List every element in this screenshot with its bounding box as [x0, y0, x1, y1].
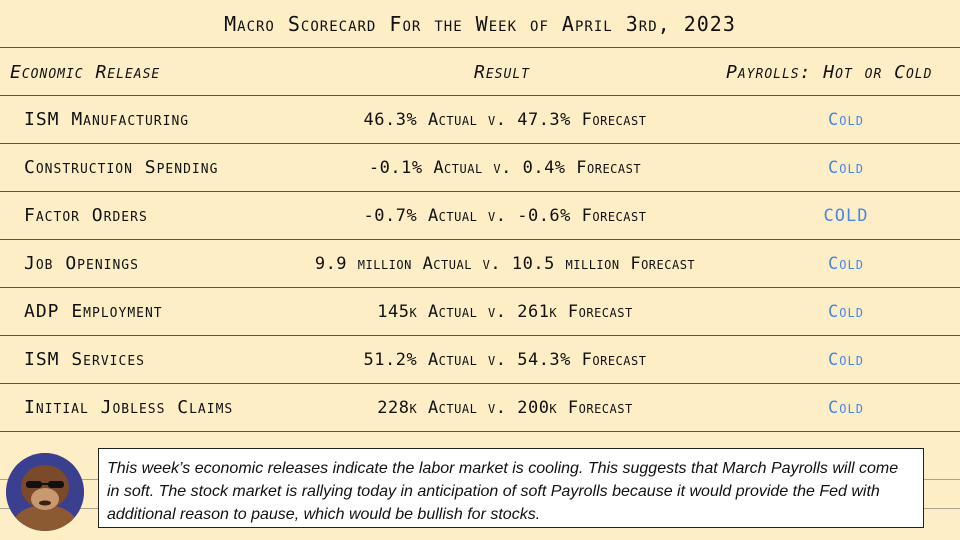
table-row: ISM Services 51.2% Actual v. 54.3% Foreca…	[0, 336, 960, 383]
table-row: ISM Manufacturing 46.3% Actual v. 47.3% F…	[0, 96, 960, 143]
table-row: ADP Employment 145k Actual v. 261k Foreca…	[0, 288, 960, 335]
result-cell: 228k Actual v. 200k Forecast	[377, 397, 633, 418]
verdict-cell: Cold	[828, 109, 864, 130]
release-cell: Factor Orders	[24, 205, 148, 226]
release-cell: ISM Services	[24, 349, 145, 370]
verdict-cell: COLD	[823, 205, 869, 226]
release-cell: Initial Jobless Claims	[24, 397, 234, 418]
release-cell: ADP Employment	[24, 301, 163, 322]
divider	[0, 239, 960, 240]
table-row: Job Openings 9.9 million Actual v. 10.5 m…	[0, 240, 960, 287]
table-row: Initial Jobless Claims 228k Actual v. 200…	[0, 384, 960, 431]
verdict-cell: Cold	[828, 301, 864, 322]
release-cell: ISM Manufacturing	[24, 109, 190, 130]
verdict-cell: Cold	[828, 253, 864, 274]
divider	[0, 383, 960, 384]
result-cell: 51.2% Actual v. 54.3% Forecast	[363, 349, 647, 370]
verdict-cell: Cold	[828, 397, 864, 418]
result-cell: 46.3% Actual v. 47.3% Forecast	[363, 109, 647, 130]
divider	[0, 47, 960, 48]
divider	[0, 287, 960, 288]
header-payrolls: Payrolls: Hot or Cold	[726, 61, 933, 83]
verdict-cell: Cold	[828, 349, 864, 370]
divider	[0, 431, 960, 432]
gorilla-avatar-icon	[6, 453, 84, 531]
divider	[0, 95, 960, 96]
header-result: Result	[474, 61, 530, 83]
release-cell: Construction Spending	[24, 157, 219, 178]
result-cell: 145k Actual v. 261k Forecast	[377, 301, 633, 322]
result-cell: -0.7% Actual v. -0.6% Forecast	[363, 205, 647, 226]
result-cell: -0.1% Actual v. 0.4% Forecast	[368, 157, 642, 178]
release-cell: Job Openings	[24, 253, 139, 274]
header-economic-release: Economic Release	[10, 61, 161, 83]
page-title: Macro Scorecard For the Week of April 3r…	[224, 12, 736, 36]
divider	[0, 335, 960, 336]
table-row: Factor Orders -0.7% Actual v. -0.6% Forec…	[0, 192, 960, 239]
divider	[0, 191, 960, 192]
divider	[0, 143, 960, 144]
table-row: Construction Spending -0.1% Actual v. 0.4…	[0, 144, 960, 191]
result-cell: 9.9 million Actual v. 10.5 million Forec…	[314, 253, 696, 274]
commentary-note: This week’s economic releases indicate t…	[98, 448, 924, 528]
verdict-cell: Cold	[828, 157, 864, 178]
